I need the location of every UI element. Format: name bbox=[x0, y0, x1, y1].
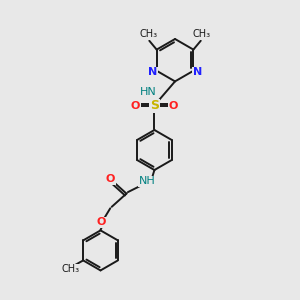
Text: O: O bbox=[169, 101, 178, 111]
Text: O: O bbox=[106, 174, 115, 184]
Text: N: N bbox=[148, 67, 158, 77]
Text: HN: HN bbox=[140, 87, 157, 97]
Text: NH: NH bbox=[139, 176, 155, 186]
Text: N: N bbox=[193, 67, 202, 77]
Text: O: O bbox=[97, 218, 106, 227]
Text: CH₃: CH₃ bbox=[61, 264, 79, 274]
Text: S: S bbox=[150, 99, 159, 112]
Text: CH₃: CH₃ bbox=[140, 29, 158, 39]
Text: O: O bbox=[131, 101, 140, 111]
Text: CH₃: CH₃ bbox=[192, 29, 210, 39]
